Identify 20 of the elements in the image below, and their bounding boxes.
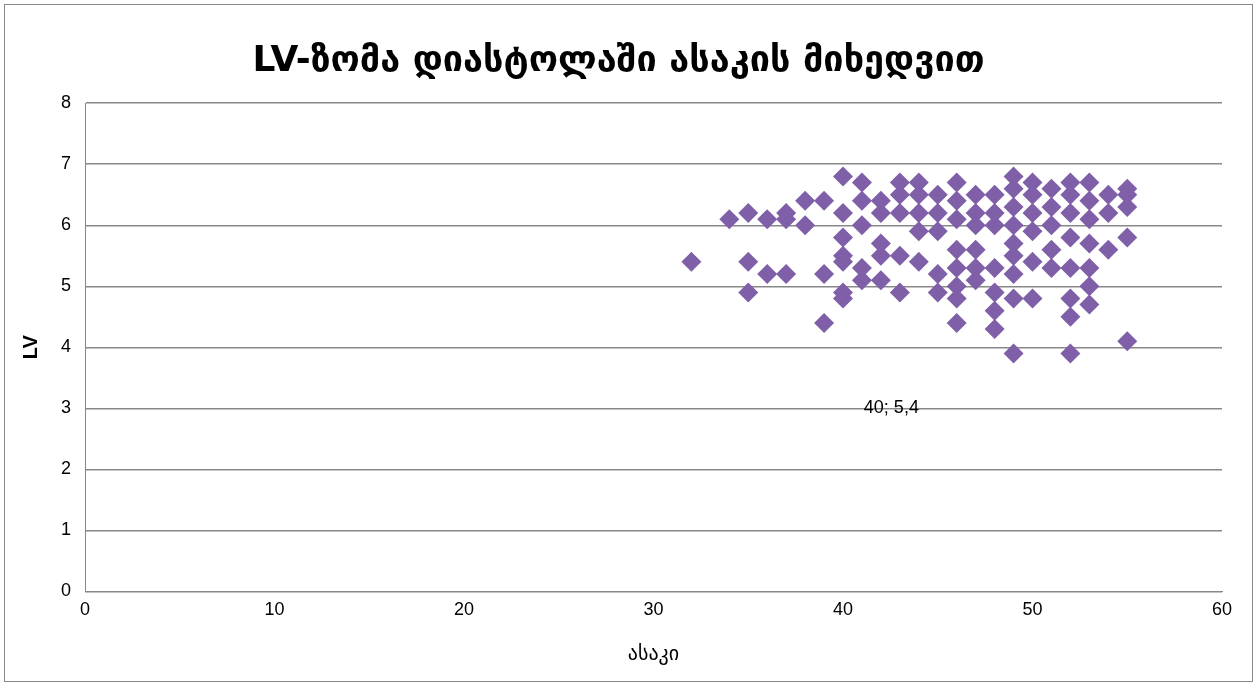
chart-title: LV-ზომა დიასტოლაში ასაკის მიხედვით [252, 37, 985, 79]
y-tick-label: 3 [61, 397, 72, 418]
x-tick-label: 0 [80, 599, 91, 620]
x-tick-label: 50 [1022, 599, 1043, 620]
y-tick-label: 6 [61, 214, 72, 235]
y-tick-label: 4 [61, 336, 72, 357]
x-tick-label: 10 [264, 599, 285, 620]
y-tick-label: 2 [61, 458, 72, 479]
y-tick-label: 0 [61, 580, 72, 601]
x-axis-title: ასაკი [627, 641, 680, 666]
y-axis-title: LV [18, 334, 41, 360]
annotation: 40; 5,4 [863, 397, 919, 418]
x-tick-label: 20 [453, 599, 475, 620]
y-tick-label: 1 [61, 519, 72, 540]
x-tick-label: 60 [1211, 599, 1233, 620]
y-tick-label: 7 [61, 153, 72, 174]
x-tick-label: 30 [643, 599, 664, 620]
y-tick-label: 5 [61, 275, 72, 296]
x-tick-label: 40 [832, 599, 854, 620]
y-tick-label: 8 [61, 92, 72, 113]
